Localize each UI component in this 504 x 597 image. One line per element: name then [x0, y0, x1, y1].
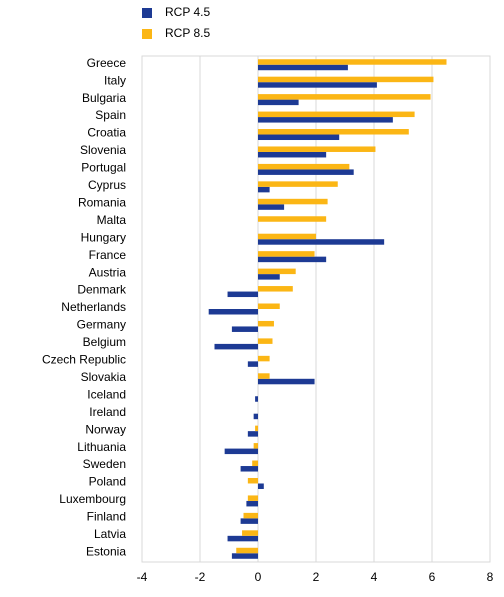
- bar: [258, 204, 285, 210]
- bar: [255, 425, 258, 432]
- legend-label: RCP 4.5: [165, 5, 210, 19]
- plot-border: [141, 55, 491, 563]
- legend-swatch: [142, 29, 152, 39]
- y-tick-label: Sweden: [83, 457, 126, 471]
- bar: [258, 251, 315, 257]
- bar: [258, 239, 385, 245]
- bar: [258, 355, 270, 362]
- y-tick-label: Belgium: [83, 335, 126, 349]
- y-tick-label: Greece: [87, 56, 127, 70]
- bar: [258, 117, 393, 123]
- legend-swatch: [142, 8, 152, 18]
- bar: [258, 134, 340, 141]
- bar: [258, 76, 434, 83]
- bar: [255, 396, 258, 402]
- bar: [231, 326, 258, 332]
- bar: [258, 186, 270, 193]
- y-tick-label: Norway: [85, 422, 126, 436]
- bar: [258, 303, 280, 309]
- y-tick-label: Luxembourg: [59, 492, 126, 506]
- x-tick-label: 4: [371, 570, 378, 584]
- bar: [240, 518, 258, 524]
- bar: [253, 443, 258, 449]
- y-tick-label: Latvia: [94, 527, 126, 541]
- x-tick-label: 8: [487, 570, 494, 584]
- bar: [258, 169, 354, 175]
- bar: [243, 512, 258, 519]
- y-tick-label: Iceland: [87, 387, 126, 401]
- y-tick-label: Malta: [97, 213, 127, 227]
- bar: [240, 466, 258, 472]
- y-tick-label: Poland: [89, 475, 126, 489]
- bar: [246, 500, 258, 507]
- bar: [236, 547, 258, 554]
- bar: [258, 151, 327, 158]
- bar: [214, 343, 258, 350]
- bar: [247, 431, 258, 437]
- bar: [258, 378, 315, 385]
- bar: [252, 460, 258, 467]
- legend-label: RCP 8.5: [165, 26, 210, 40]
- y-tick-label: Slovenia: [80, 143, 126, 157]
- bar: [258, 129, 409, 135]
- y-tick-label: Netherlands: [61, 300, 126, 314]
- bar: [258, 163, 350, 170]
- bar: [258, 198, 328, 205]
- y-tick-label: Croatia: [87, 126, 126, 140]
- bar: [227, 291, 258, 298]
- x-tick-label: 2: [313, 570, 320, 584]
- bar: [258, 82, 377, 88]
- y-tick-label: Cyprus: [88, 178, 126, 192]
- y-tick-label: Ireland: [89, 405, 126, 419]
- bar: [258, 373, 270, 379]
- bar: [258, 286, 293, 292]
- y-tick-label: Czech Republic: [42, 353, 126, 367]
- bar: [258, 216, 327, 222]
- bar: [258, 94, 431, 100]
- y-tick-label: Denmark: [77, 283, 127, 297]
- y-tick-label: Portugal: [81, 161, 126, 175]
- bar: [258, 59, 447, 65]
- x-tick-label: -2: [195, 570, 206, 584]
- bar: [258, 320, 274, 327]
- y-tick-label: Spain: [95, 108, 126, 122]
- y-tick-label: Slovakia: [81, 370, 127, 384]
- bar: [258, 99, 299, 106]
- bar: [224, 448, 258, 455]
- bar: [242, 530, 258, 536]
- bar: [258, 233, 316, 240]
- bar: [258, 146, 376, 152]
- bar: [231, 553, 258, 559]
- y-tick-label: Bulgaria: [82, 91, 126, 105]
- x-tick-label: -4: [137, 570, 148, 584]
- bar: [258, 338, 273, 344]
- y-tick-label: Estonia: [86, 544, 126, 558]
- bar: [227, 535, 258, 542]
- bar: [253, 413, 258, 420]
- y-tick-label: Hungary: [81, 230, 126, 244]
- bar: [247, 477, 258, 484]
- bar: [258, 483, 264, 489]
- bar: [258, 268, 296, 275]
- y-tick-label: Austria: [89, 265, 127, 279]
- bar: [247, 495, 258, 501]
- bar: [258, 274, 280, 280]
- bar: [208, 309, 258, 315]
- bar: [258, 181, 338, 187]
- x-tick-label: 6: [429, 570, 436, 584]
- x-tick-label: 0: [255, 570, 262, 584]
- y-tick-label: Lithuania: [77, 440, 126, 454]
- bar: [247, 361, 258, 367]
- y-tick-label: Romania: [78, 195, 126, 209]
- y-tick-label: Germany: [77, 318, 126, 332]
- y-tick-label: Finland: [87, 510, 126, 524]
- bar: [258, 256, 327, 263]
- bar: [258, 111, 415, 118]
- y-tick-label: France: [89, 248, 127, 262]
- y-tick-label: Italy: [104, 73, 126, 87]
- bar: [258, 64, 348, 71]
